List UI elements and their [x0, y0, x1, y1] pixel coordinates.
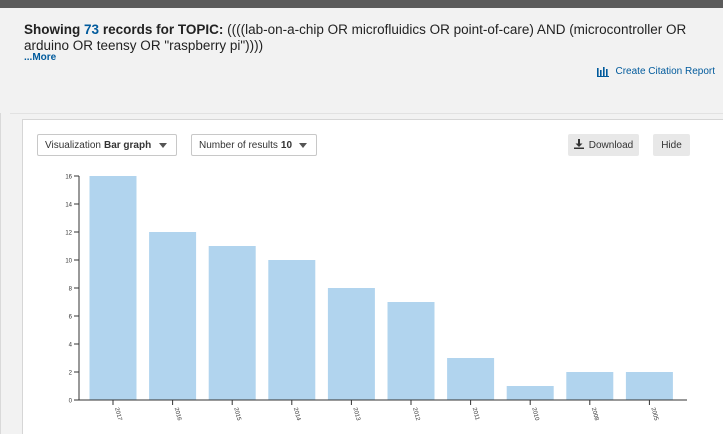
y-axis: 0 2 4 6 8 10 12 14 16: [65, 175, 80, 405]
record-count[interactable]: 73: [84, 22, 100, 37]
visualization-label: Visualization: [45, 139, 101, 151]
bar-2016[interactable]: [149, 232, 197, 400]
chevron-down-icon: [299, 143, 307, 148]
visualization-select[interactable]: Visualization Bar graph: [37, 134, 177, 156]
number-of-results-select[interactable]: Number of results 10: [191, 134, 317, 156]
bar-2011[interactable]: [447, 358, 495, 400]
download-label: Download: [588, 139, 634, 151]
y-tick-label: 8: [69, 287, 73, 293]
bar-2014[interactable]: [268, 260, 316, 400]
x-tick-label: 2008: [590, 407, 599, 422]
top-strip: [0, 0, 723, 8]
x-tick-label: 2016: [173, 407, 182, 422]
x-tick-label: 2014: [292, 407, 301, 422]
results-summary: Showing 73 records for TOPIC: ((((lab-on…: [24, 22, 719, 54]
results-header: Showing 73 records for TOPIC: ((((lab-on…: [0, 8, 723, 113]
bars: [89, 176, 673, 400]
y-tick-label: 14: [65, 203, 72, 209]
bar-chart-icon: [596, 66, 610, 77]
bar-2010[interactable]: [506, 386, 554, 400]
search-query: ((((lab-on-a-chip OR microfluidics OR po…: [24, 22, 687, 53]
citation-report-label: Create Citation Report: [615, 66, 716, 77]
y-tick-label: 6: [69, 315, 73, 321]
visualization-value: Bar graph: [103, 139, 152, 151]
analysis-panel: Visualization Bar graph Number of result…: [22, 119, 723, 434]
left-edge: [0, 8, 1, 434]
y-tick-label: 12: [65, 231, 72, 237]
bar-2012[interactable]: [387, 302, 435, 400]
download-icon: [573, 138, 584, 152]
records-for-label: records for TOPIC:: [102, 22, 224, 37]
bar-2013[interactable]: [327, 288, 375, 400]
more-link[interactable]: ...More: [24, 52, 57, 63]
y-tick-label: 16: [65, 175, 72, 181]
x-tick-label: 2017: [113, 407, 122, 422]
bar-2015[interactable]: [208, 246, 256, 400]
showing-label: Showing: [24, 22, 81, 37]
results-value: 10: [280, 139, 293, 151]
x-tick-label: 2013: [351, 407, 360, 422]
x-tick-label: 2012: [411, 407, 420, 422]
y-tick-label: 4: [69, 343, 73, 349]
x-axis: 2017 2016 2015 2014 2013 2012 2011 2010 2008 2005: [79, 399, 687, 422]
create-citation-report-link[interactable]: Create Citation Report: [596, 66, 716, 77]
x-tick-label: 2015: [232, 407, 241, 422]
panel-divider: [10, 113, 723, 114]
x-tick-label: 2010: [530, 407, 539, 422]
y-tick-label: 10: [65, 259, 72, 265]
y-tick-label: 0: [69, 399, 73, 405]
bar-2005[interactable]: [625, 372, 673, 400]
y-tick-label: 2: [69, 371, 73, 377]
bar-2008[interactable]: [566, 372, 614, 400]
results-label: Number of results: [199, 139, 278, 151]
x-tick-label: 2011: [471, 407, 480, 422]
hide-button[interactable]: Hide: [653, 134, 690, 156]
bar-2017[interactable]: [89, 176, 137, 400]
chevron-down-icon: [159, 143, 167, 148]
x-tick-label: 2005: [649, 407, 658, 422]
download-button[interactable]: Download: [568, 134, 639, 156]
